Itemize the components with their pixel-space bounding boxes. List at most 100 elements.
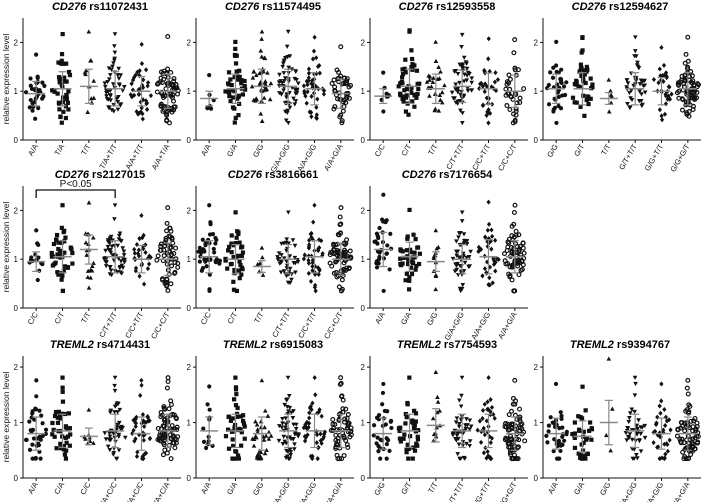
data-point <box>485 399 490 405</box>
data-point <box>378 456 383 461</box>
data-point <box>558 442 563 447</box>
data-point <box>588 420 593 425</box>
data-point <box>347 248 353 254</box>
data-point <box>661 78 666 84</box>
data-point <box>233 46 238 51</box>
data-point <box>231 243 236 248</box>
data-point <box>397 428 402 434</box>
panel-cd276-rs2127015: CD276 rs2127015 relative expression level… <box>1 169 181 340</box>
data-point <box>213 235 218 241</box>
data-point <box>659 117 665 123</box>
data-point <box>464 255 469 260</box>
data-point <box>455 89 461 94</box>
panel-title: CD276 rs12593558 <box>399 1 496 13</box>
data-point <box>491 258 497 264</box>
data-point <box>289 277 294 282</box>
x-tick-label: A/A+G/A <box>496 311 518 341</box>
data-point <box>400 67 405 72</box>
data-point <box>578 104 583 109</box>
data-point <box>30 456 35 461</box>
data-point <box>148 93 154 99</box>
data-point <box>233 375 238 380</box>
data-point <box>287 105 293 110</box>
data-point <box>292 102 298 107</box>
data-point <box>241 421 247 426</box>
panel-title: TREML2 rs9394767 <box>570 339 670 351</box>
data-point <box>659 381 664 387</box>
data-point <box>29 255 34 260</box>
data-point <box>560 425 565 430</box>
data-point <box>572 420 577 425</box>
data-point <box>318 431 323 437</box>
data-point <box>632 393 638 398</box>
data-point <box>415 91 420 97</box>
data-point <box>237 68 242 73</box>
data-point <box>652 428 658 434</box>
gene-name: TREML2 <box>570 339 614 351</box>
data-point <box>212 250 217 255</box>
data-point <box>104 88 109 93</box>
data-point <box>608 88 613 93</box>
data-point <box>633 35 638 40</box>
data-point <box>384 251 390 256</box>
y-tick-label: 0 <box>361 304 366 313</box>
data-point <box>400 72 406 77</box>
data-point <box>110 82 116 87</box>
data-point <box>585 94 590 99</box>
data-point <box>143 98 149 104</box>
data-point <box>493 88 499 94</box>
data-point <box>28 83 33 88</box>
data-point <box>286 121 291 126</box>
data-point <box>140 235 145 241</box>
data-point <box>139 212 144 218</box>
y-tick-label: 2 <box>534 363 539 372</box>
data-point <box>629 407 635 412</box>
data-point <box>108 88 113 93</box>
data-point <box>432 106 438 111</box>
data-point <box>511 209 517 215</box>
data-point <box>342 75 348 81</box>
data-point <box>309 93 314 99</box>
data-point <box>172 269 178 275</box>
data-point <box>516 272 522 278</box>
data-point <box>433 58 439 63</box>
data-point <box>405 236 410 241</box>
data-point <box>456 424 462 429</box>
data-point <box>66 107 71 112</box>
data-point <box>546 429 551 434</box>
data-point <box>521 250 527 256</box>
data-point <box>382 408 387 414</box>
data-point <box>517 243 523 249</box>
x-tick-label: A/A+G/A <box>669 481 691 502</box>
x-tick-label: G/G <box>372 480 387 497</box>
data-point <box>112 383 117 389</box>
data-point <box>236 74 241 79</box>
data-point <box>139 382 144 388</box>
data-point <box>662 406 667 412</box>
data-point <box>559 413 564 419</box>
data-point <box>686 455 692 461</box>
data-point <box>518 255 524 261</box>
data-point <box>104 97 110 102</box>
data-point <box>197 259 203 264</box>
data-point <box>52 413 58 419</box>
data-point <box>661 72 667 79</box>
data-point <box>115 270 120 275</box>
data-point <box>345 444 351 450</box>
data-point <box>313 288 318 294</box>
data-point <box>590 85 595 90</box>
data-point <box>128 92 133 98</box>
data-point <box>120 246 126 251</box>
data-point <box>484 112 489 118</box>
data-point <box>132 250 137 256</box>
data-point <box>642 423 648 429</box>
data-point <box>175 264 181 270</box>
data-point <box>62 239 67 244</box>
data-point <box>517 100 523 106</box>
data-point <box>458 230 463 236</box>
data-point <box>112 50 118 55</box>
snp-name: rs7176654 <box>436 169 493 181</box>
data-point <box>336 273 342 279</box>
data-point <box>317 70 322 76</box>
data-point <box>427 77 432 82</box>
